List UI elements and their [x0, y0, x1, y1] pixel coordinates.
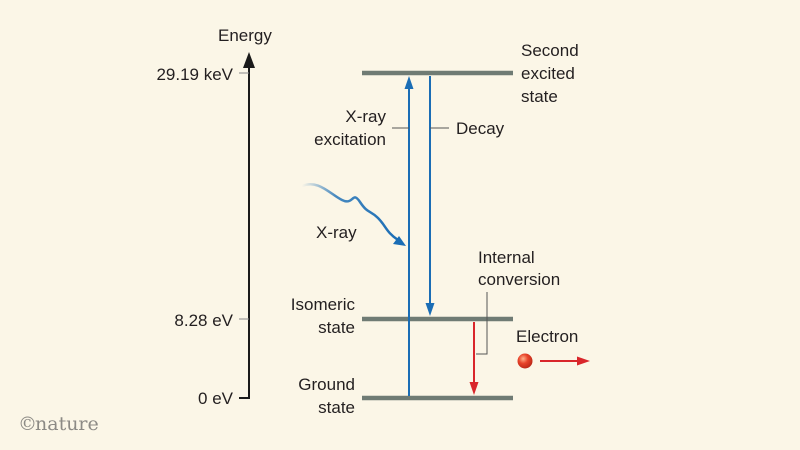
internal-conversion-leader-line — [476, 292, 488, 355]
second-excited-label-line2: excited — [521, 64, 575, 83]
axis-title: Energy — [218, 26, 272, 45]
electron-particle-icon — [517, 353, 533, 369]
internal-conversion-label-line1: Internal — [478, 248, 535, 267]
red-arrowhead-down-icon — [469, 382, 479, 395]
second-excited-label-line1: Second — [521, 41, 579, 60]
isomeric-label-line1: Isomeric — [291, 295, 356, 314]
energy-axis: Energy 29.19 keV 8.28 eV 0 eV — [156, 26, 272, 408]
tick-label-29keV: 29.19 keV — [156, 65, 233, 84]
xray-label: X-ray — [316, 223, 357, 242]
energy-levels — [362, 70, 513, 401]
xray-excitation-label-line2: excitation — [314, 130, 386, 149]
internal-conversion-arrow — [469, 322, 479, 395]
electron-label: Electron — [516, 327, 578, 346]
decay-label: Decay — [456, 119, 505, 138]
axis-arrowhead-icon — [243, 52, 255, 68]
nature-logo: © nature — [18, 413, 99, 435]
arrowhead-down-icon — [425, 303, 435, 316]
red-arrowhead-right-icon — [577, 356, 590, 366]
second-excited-label-line3: state — [521, 87, 558, 106]
isomeric-label-line2: state — [318, 318, 355, 337]
wave-arrowhead-icon — [393, 236, 406, 246]
copyright-symbol: © — [18, 413, 37, 435]
arrowhead-up-icon — [404, 76, 414, 89]
ground-label-line2: state — [318, 398, 355, 417]
decay-arrow — [425, 76, 435, 316]
internal-conversion-label-line2: conversion — [478, 270, 560, 289]
level-labels: Second excited state Isomeric state Grou… — [291, 41, 579, 417]
tick-label-8eV: 8.28 eV — [174, 311, 233, 330]
xray-wave — [300, 183, 406, 246]
electron-arrow — [540, 356, 590, 366]
excitation-arrow — [404, 76, 414, 396]
tick-label-0eV: 0 eV — [198, 389, 234, 408]
ground-label-line1: Ground — [298, 375, 355, 394]
xray-excitation-label-line1: X-ray — [345, 107, 386, 126]
logo-text: nature — [35, 413, 99, 435]
